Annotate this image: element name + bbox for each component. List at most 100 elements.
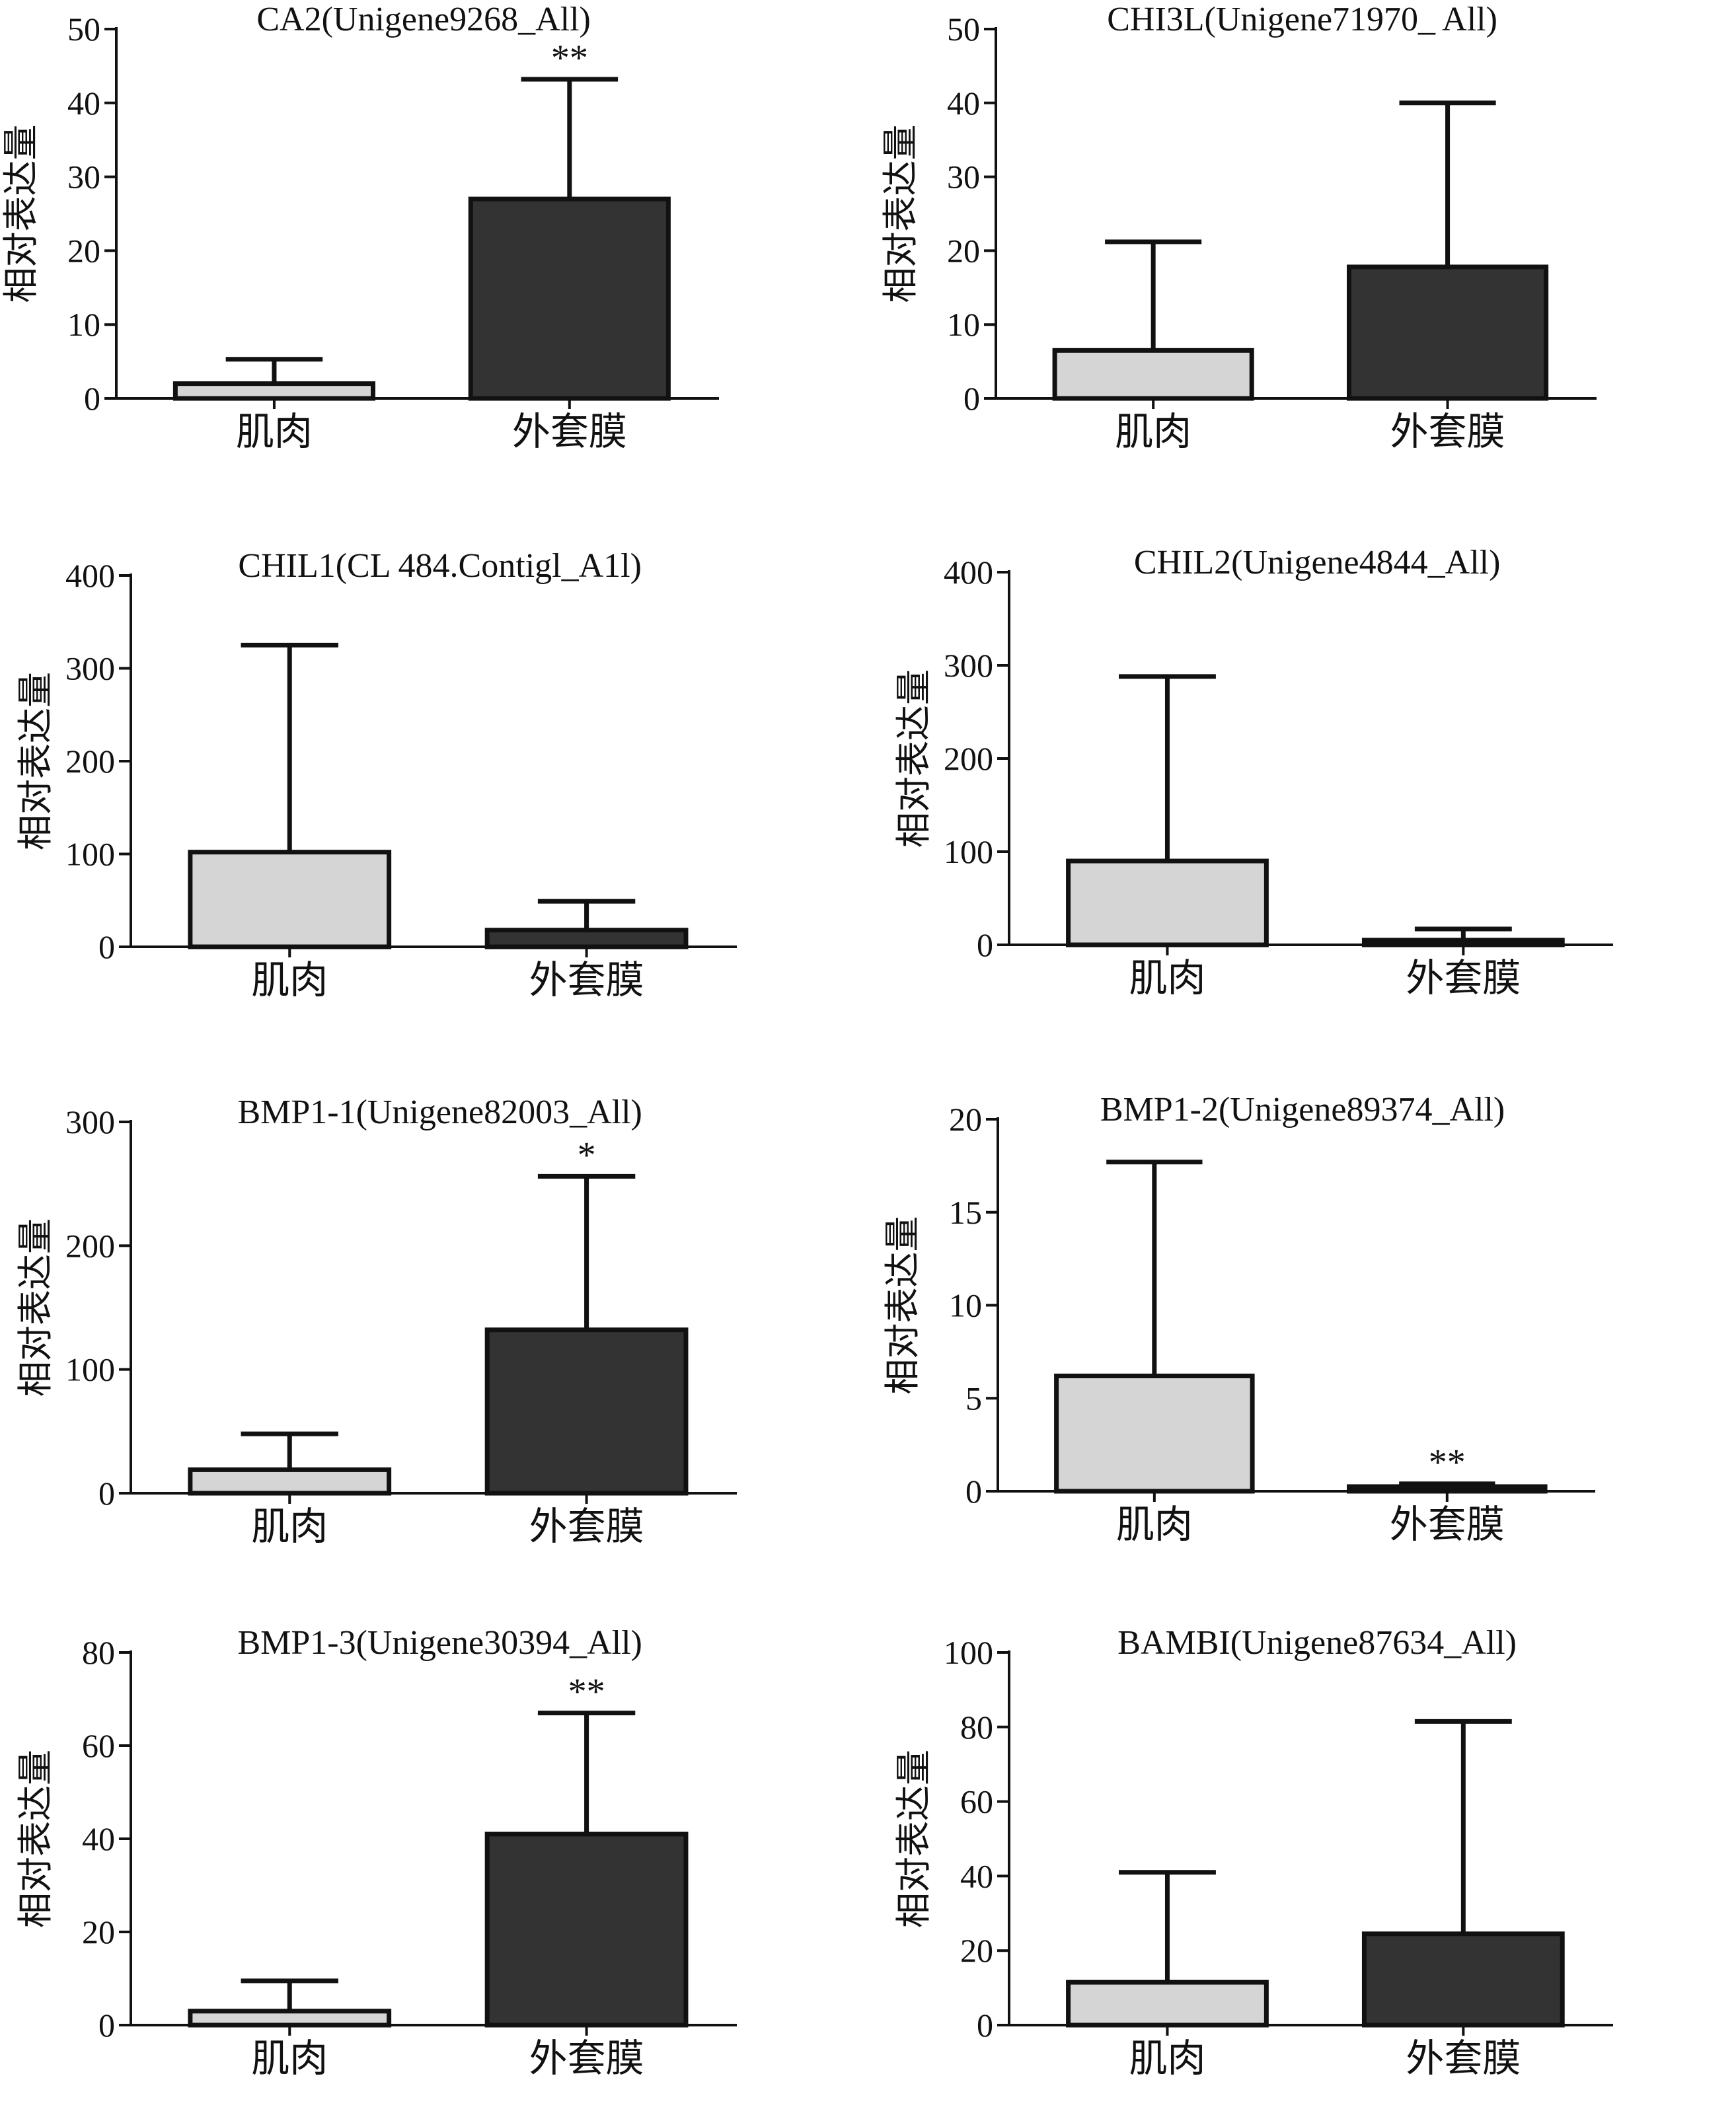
bar <box>1052 348 1254 401</box>
y-axis-label: 相对表达量 <box>893 669 934 848</box>
bar <box>484 1832 689 2028</box>
y-tick-label: 20 <box>82 1913 115 1950</box>
y-axis-label: 相对表达量 <box>880 125 921 303</box>
bar <box>484 928 689 949</box>
y-tick-label: 200 <box>65 743 115 780</box>
y-axis-label: 相对表达量 <box>893 1750 934 1928</box>
x-tick-label: 外套膜 <box>529 957 644 1002</box>
bar <box>188 850 392 949</box>
y-tick-label: 400 <box>65 557 115 594</box>
bar <box>188 2009 392 2028</box>
y-tick-label: 300 <box>944 647 993 684</box>
x-tick-label: 外套膜 <box>1390 409 1505 454</box>
chart-panel-5: * 0 100 200 300 肌肉 外套膜 BMP1-1(Unigene82003_All)… <box>15 1093 737 1549</box>
y-axis-label: 相对表达量 <box>0 125 42 303</box>
bar <box>1066 1980 1269 2028</box>
bar <box>1346 264 1549 401</box>
y-tick-label: 100 <box>65 836 115 873</box>
y-tick-label: 60 <box>82 1727 115 1764</box>
significance-mark: ** <box>551 38 588 79</box>
y-tick-label: 80 <box>82 1634 115 1671</box>
y-tick-label: 40 <box>67 85 100 122</box>
x-tick-label: 肌肉 <box>251 1504 328 1549</box>
chart-title: CHI3L(Unigene71970_ All) <box>1107 1 1497 38</box>
y-tick-label: 300 <box>65 1103 115 1140</box>
y-tick-label: 0 <box>98 2007 115 2044</box>
bar <box>484 1327 689 1496</box>
x-tick-label: 外套膜 <box>1406 955 1521 1000</box>
chart-title: CHIL1(CL 484.Contigl_A1l) <box>238 547 642 585</box>
bar <box>1361 1931 1565 2028</box>
chart-panel-6: ** 0 5 10 15 20 肌肉 外套膜 BMP1-2(Unigene89374_All) 相… <box>882 1091 1595 1547</box>
chart-title: CHIL2(Unigene4844_All) <box>1134 544 1501 581</box>
y-tick-label: 40 <box>960 1857 993 1894</box>
y-tick-label: 50 <box>67 11 100 48</box>
y-tick-label: 100 <box>944 833 993 870</box>
y-tick-label: 200 <box>65 1227 115 1264</box>
chart-title: BMP1-3(Unigene30394_All) <box>237 1624 642 1662</box>
y-tick-label: 30 <box>67 159 100 196</box>
y-tick-label: 40 <box>947 85 980 122</box>
y-tick-label: 80 <box>960 1709 993 1746</box>
x-tick-label: 肌肉 <box>251 2036 328 2081</box>
x-tick-label: 肌肉 <box>1129 955 1205 1000</box>
bar <box>172 381 376 401</box>
bar <box>1054 1373 1255 1494</box>
y-tick-label: 0 <box>977 2007 993 2044</box>
chart-title: BMP1-1(Unigene82003_All) <box>237 1093 642 1131</box>
chart-panel-8: 0 20 40 60 80 100 肌肉 外套膜 BAMBI(Unigene87634_All)… <box>893 1624 1613 2081</box>
y-tick-label: 10 <box>949 1287 982 1324</box>
x-tick-label: 外套膜 <box>1390 1502 1505 1547</box>
x-tick-label: 外套膜 <box>1406 2036 1521 2081</box>
bar <box>468 196 671 401</box>
y-tick-label: 100 <box>944 1634 993 1671</box>
y-tick-label: 40 <box>82 1820 115 1857</box>
y-tick-label: 0 <box>977 926 993 963</box>
bar <box>1066 858 1269 947</box>
x-tick-label: 外套膜 <box>529 2036 644 2081</box>
y-tick-label: 0 <box>98 928 115 965</box>
y-axis-label: 相对表达量 <box>15 1750 56 1928</box>
x-tick-label: 肌肉 <box>236 409 313 454</box>
y-tick-label: 50 <box>947 11 980 48</box>
x-tick-label: 肌肉 <box>251 957 328 1002</box>
significance-mark: ** <box>568 1672 605 1713</box>
y-axis-label: 相对表达量 <box>15 1218 56 1397</box>
bar <box>188 1467 392 1496</box>
chart-panel-2: 0 10 20 30 40 50 肌肉 外套膜 CHI3L(Unigene71970_ All)… <box>880 1 1597 454</box>
x-tick-label: 外套膜 <box>512 409 627 454</box>
y-axis-label: 相对表达量 <box>882 1216 923 1395</box>
y-tick-label: 20 <box>947 232 980 269</box>
chart-title: BMP1-2(Unigene89374_All) <box>1100 1091 1505 1129</box>
chart-panel-3: 0 100 200 300 400 肌肉 外套膜 CHIL1(CL 484.Contigl_A… <box>15 547 737 1002</box>
y-tick-label: 60 <box>960 1783 993 1820</box>
chart-panel-1: ** 0 10 20 30 40 50 肌肉 外套膜 CA2(Unigene9268_All) 相对… <box>0 1 719 454</box>
chart-title: BAMBI(Unigene87634_All) <box>1117 1624 1517 1662</box>
significance-mark: ** <box>1429 1442 1466 1483</box>
y-tick-label: 20 <box>67 232 100 269</box>
y-tick-label: 20 <box>949 1101 982 1138</box>
chart-panel-4: 0 100 200 300 400 肌肉 外套膜 CHIL2(Unigene4844_All)… <box>893 544 1613 1000</box>
significance-mark: * <box>578 1134 596 1175</box>
y-tick-label: 200 <box>944 740 993 777</box>
chart-title: CA2(Unigene9268_All) <box>256 1 590 38</box>
x-tick-label: 外套膜 <box>529 1504 644 1549</box>
y-tick-label: 0 <box>965 1473 982 1510</box>
x-tick-label: 肌肉 <box>1116 1502 1193 1547</box>
y-tick-label: 5 <box>965 1380 982 1417</box>
y-tick-label: 300 <box>65 650 115 687</box>
x-tick-label: 肌肉 <box>1115 409 1191 454</box>
y-tick-label: 20 <box>960 1932 993 1969</box>
y-tick-label: 30 <box>947 159 980 196</box>
x-tick-label: 肌肉 <box>1129 2036 1205 2081</box>
y-tick-label: 10 <box>67 306 100 343</box>
y-tick-label: 0 <box>84 380 100 417</box>
y-tick-label: 0 <box>98 1475 115 1512</box>
chart-panel-7: ** 0 20 40 60 80 肌肉 外套膜 BMP1-3(Unigene30394_All)… <box>15 1624 737 2081</box>
y-tick-label: 100 <box>65 1351 115 1388</box>
y-tick-label: 0 <box>963 380 980 417</box>
y-tick-label: 10 <box>947 306 980 343</box>
y-axis-label: 相对表达量 <box>15 672 56 850</box>
y-tick-label: 15 <box>949 1194 982 1231</box>
